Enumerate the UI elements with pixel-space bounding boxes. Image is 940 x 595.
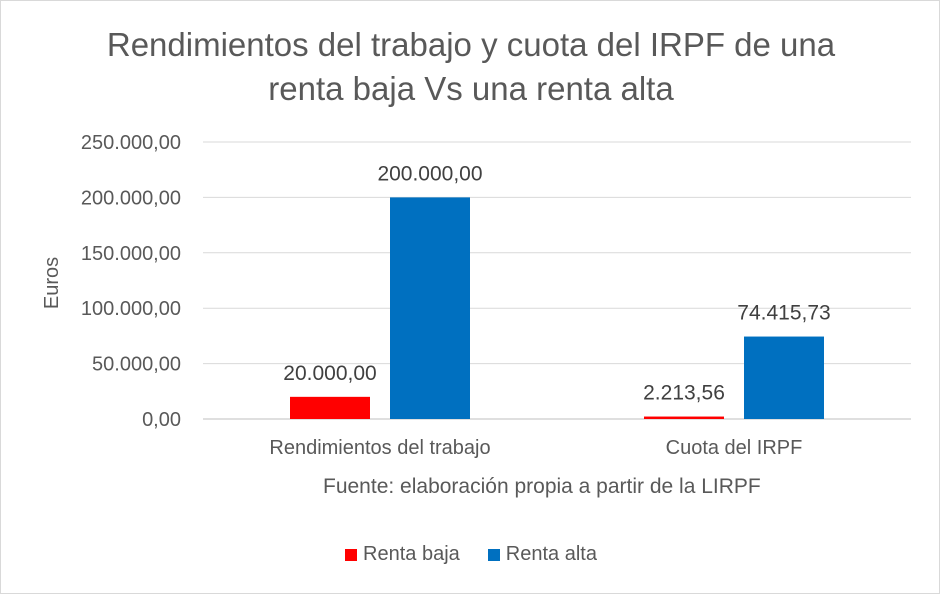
bar bbox=[644, 416, 724, 419]
bar bbox=[744, 336, 824, 419]
bar bbox=[290, 396, 370, 419]
data-label: 2.213,56 bbox=[643, 382, 725, 405]
y-axis-label: Euros bbox=[41, 257, 63, 309]
x-axis-ticks: Rendimientos del trabajo Cuota del IRPF bbox=[269, 437, 802, 459]
legend-label: Renta alta bbox=[505, 543, 597, 565]
y-axis-ticks: 0,00 50.000,00 100.000,00 150.000,00 200.000… bbox=[81, 132, 181, 431]
data-label: 200.000,00 bbox=[377, 162, 482, 185]
data-label: 20.000,00 bbox=[283, 362, 376, 385]
data-labels: 20.000,00 200.000,00 2.213,56 74.415,73 bbox=[283, 162, 830, 404]
y-tick-label: 250.000,00 bbox=[81, 132, 181, 154]
bars bbox=[290, 197, 824, 419]
x-tick-label: Rendimientos del trabajo bbox=[269, 437, 490, 459]
legend: Renta baja Renta alta bbox=[1, 543, 940, 566]
legend-item: Renta baja bbox=[345, 543, 460, 566]
source-note: Fuente: elaboración propia a partir de l… bbox=[323, 475, 761, 498]
y-tick-label: 50.000,00 bbox=[92, 354, 181, 376]
y-tick-label: 150.000,00 bbox=[81, 243, 181, 265]
bar bbox=[390, 197, 470, 419]
legend-item: Renta alta bbox=[487, 543, 597, 566]
data-label: 74.415,73 bbox=[737, 302, 830, 325]
legend-label: Renta baja bbox=[363, 543, 460, 565]
legend-swatch bbox=[345, 548, 358, 561]
y-tick-label: 0,00 bbox=[142, 409, 181, 431]
y-tick-label: 100.000,00 bbox=[81, 298, 181, 320]
legend-swatch bbox=[487, 548, 500, 561]
y-tick-label: 200.000,00 bbox=[81, 187, 181, 209]
chart-title-line-2: renta baja Vs una renta alta bbox=[268, 70, 674, 107]
chart-title: Rendimientos del trabajo y cuota del IRP… bbox=[1, 23, 940, 111]
x-tick-label: Cuota del IRPF bbox=[666, 437, 803, 459]
chart-title-line-1: Rendimientos del trabajo y cuota del IRP… bbox=[106, 26, 836, 63]
